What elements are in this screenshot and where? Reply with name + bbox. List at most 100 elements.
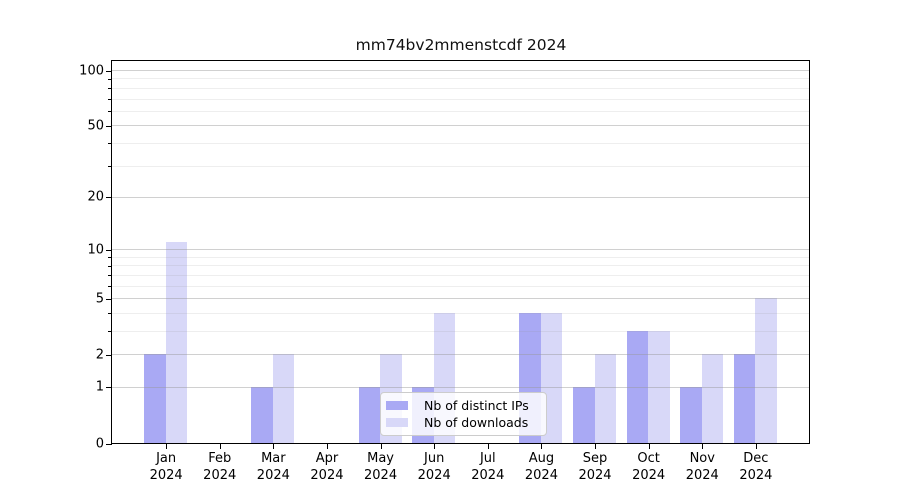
bar-mar-downloads [272, 354, 295, 443]
gridline-minor-70 [112, 98, 809, 100]
y-tick-20 [105, 197, 112, 199]
y-minor-tick-90 [108, 78, 112, 80]
gridline-major-50 [112, 125, 809, 127]
y-tick-50 [105, 125, 112, 127]
y-tick-2 [105, 354, 112, 356]
x-tick-sep [595, 443, 597, 449]
y-minor-tick-80 [108, 88, 112, 90]
bar-sep-downloads [594, 354, 616, 443]
x-tick-year-nov: 2024 [685, 467, 719, 483]
y-minor-tick-6 [108, 286, 112, 288]
x-tick-dec [755, 443, 757, 449]
y-tick-label-1: 1 [95, 379, 104, 395]
x-tick-oct [648, 443, 650, 449]
legend: Nb of distinct IPs Nb of downloads [380, 392, 547, 436]
x-tick-year-aug: 2024 [524, 467, 558, 483]
y-tick-label-50: 50 [87, 118, 104, 134]
x-tick-label-jan: Jan 2024 [131, 451, 201, 484]
gridline-minor-4 [112, 312, 809, 314]
x-tick-jun [434, 443, 436, 449]
x-tick-label-jun: Jun 2024 [399, 451, 469, 484]
x-tick-year-apr: 2024 [310, 467, 344, 483]
chart-title: mm74bv2mmenstcdf 2024 [355, 36, 567, 54]
x-tick-aug [541, 443, 543, 449]
x-tick-year-mar: 2024 [256, 467, 290, 483]
x-tick-label-mar: Mar 2024 [238, 451, 308, 484]
x-tick-label-oct: Oct 2024 [614, 451, 684, 484]
bar-sep-distinct-ips [573, 387, 595, 443]
grid-layer [112, 61, 809, 443]
bar-jan-downloads [165, 242, 188, 443]
gridline-major-2 [112, 354, 809, 356]
y-minor-tick-70 [108, 99, 112, 101]
bar-oct-distinct-ips [626, 330, 649, 443]
x-tick-label-may: May 2024 [346, 451, 416, 484]
y-tick-label-0: 0 [95, 436, 104, 451]
y-tick-100 [105, 70, 112, 72]
x-tick-year-may: 2024 [364, 467, 398, 483]
bar-may-distinct-ips [358, 387, 381, 443]
bar-mar-distinct-ips [251, 387, 273, 443]
x-tick-label-aug: Aug 2024 [506, 451, 576, 484]
y-minor-tick-7 [108, 275, 112, 277]
x-tick-label-jul: Jul 2024 [453, 451, 523, 484]
x-tick-jul [487, 443, 489, 449]
gridline-minor-30 [112, 165, 809, 167]
x-tick-feb [219, 443, 221, 449]
y-minor-tick-4 [108, 313, 112, 315]
legend-row-distinct-ips: Nb of distinct IPs [386, 398, 540, 413]
gridline-major-5 [112, 298, 809, 300]
y-tick-label-20: 20 [87, 189, 104, 205]
x-tick-year-oct: 2024 [632, 467, 666, 483]
x-tick-year-jan: 2024 [149, 467, 183, 483]
gridline-major-10 [112, 249, 809, 251]
y-tick-5 [105, 298, 112, 300]
x-tick-label-apr: Apr 2024 [292, 451, 362, 484]
x-tick-apr [326, 443, 328, 449]
gridline-minor-7 [112, 274, 809, 276]
legend-swatch-distinct-ips-icon [386, 400, 408, 411]
legend-label-downloads: Nb of downloads [424, 415, 529, 430]
gridline-minor-8 [112, 265, 809, 267]
x-tick-year-jul: 2024 [471, 467, 505, 483]
x-tick-year-jun: 2024 [417, 467, 451, 483]
y-minor-tick-30 [108, 166, 112, 167]
y-tick-label-2: 2 [95, 347, 104, 363]
y-minor-tick-3 [108, 331, 112, 333]
x-tick-mar [273, 443, 275, 449]
y-tick-label-10: 10 [87, 242, 104, 258]
y-tick-1 [105, 387, 112, 389]
plot-area [111, 60, 810, 444]
x-tick-year-feb: 2024 [203, 467, 237, 483]
bar-nov-downloads [701, 354, 724, 443]
x-tick-label-feb: Feb 2024 [185, 451, 255, 484]
x-tick-may [380, 443, 382, 449]
legend-label-distinct-ips: Nb of distinct IPs [424, 398, 529, 413]
x-tick-label-dec: Dec 2024 [721, 451, 791, 484]
y-minor-tick-8 [108, 265, 112, 267]
y-tick-label-100: 100 [79, 63, 104, 79]
x-tick-label-nov: Nov 2024 [667, 451, 737, 484]
legend-swatch-downloads-icon [386, 417, 408, 428]
gridline-minor-90 [112, 78, 809, 80]
x-tick-nov [702, 443, 704, 449]
y-tick-10 [105, 249, 112, 251]
y-tick-label-5: 5 [95, 291, 104, 307]
x-tick-label-sep: Sep 2024 [560, 451, 630, 484]
gridline-minor-60 [112, 110, 809, 112]
x-tick-jan [166, 443, 168, 449]
bar-dec-distinct-ips [733, 354, 756, 443]
bar-jan-distinct-ips [144, 354, 166, 443]
x-tick-year-sep: 2024 [578, 467, 612, 483]
bar-oct-downloads [648, 330, 670, 443]
bar-dec-downloads [755, 298, 777, 443]
gridline-minor-6 [112, 285, 809, 287]
gridline-minor-3 [112, 330, 809, 332]
y-minor-tick-60 [108, 111, 112, 113]
bar-nov-distinct-ips [680, 387, 702, 443]
gridline-major-100 [112, 70, 809, 72]
gridline-major-20 [112, 196, 809, 198]
x-tick-year-dec: 2024 [739, 467, 773, 483]
y-minor-tick-40 [108, 143, 112, 145]
